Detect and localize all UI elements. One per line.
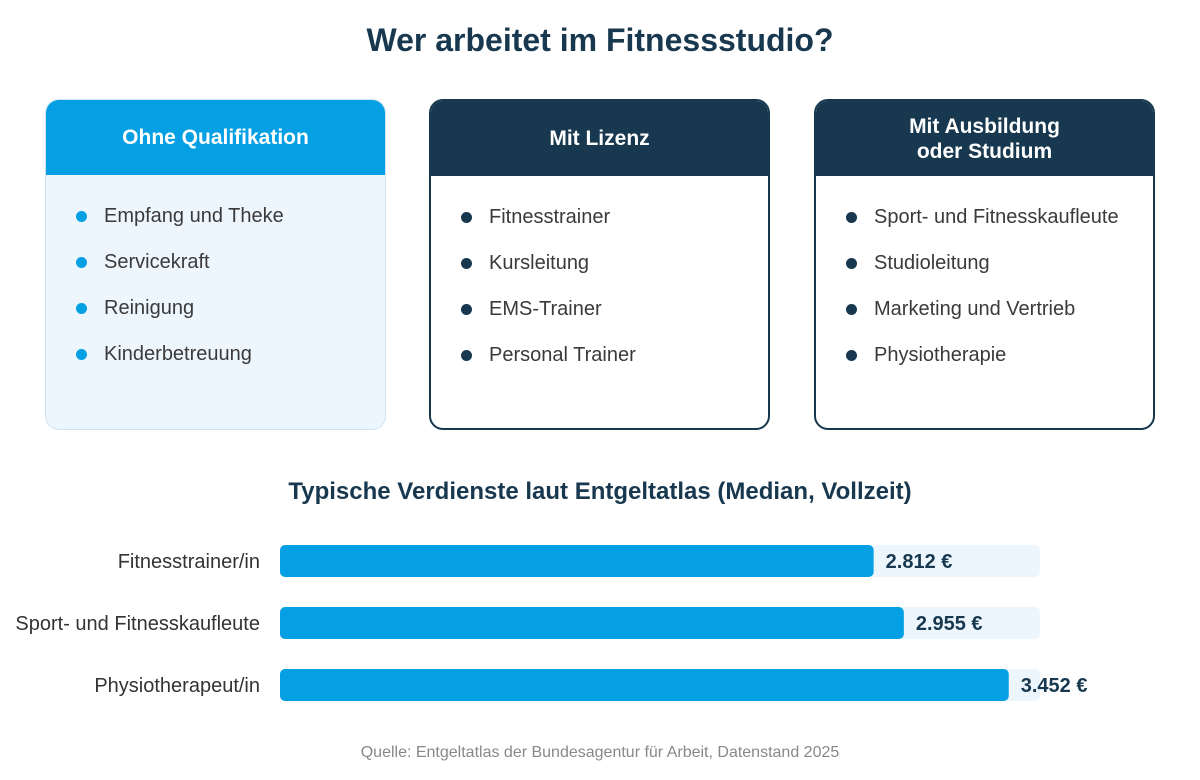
list-item: Servicekraft [76,239,385,285]
list-item-label: Reinigung [104,296,195,319]
card-list: Empfang und Theke Servicekraft Reinigung… [46,175,385,377]
source-note: Quelle: Entgeltatlas der Bundesagentur f… [360,744,840,761]
list-item-label: Physiotherapie [874,343,1007,366]
card-header: Mit Lizenz [431,101,768,176]
bullet-dot-icon [461,211,472,223]
bullet-dot-icon [76,348,87,360]
list-item-label: Fitnesstrainer [489,205,611,228]
list-item: Personal Trainer [461,332,768,378]
bar-2 [280,607,904,639]
list-item: Kursleitung [461,240,768,286]
list-item-label: EMS-Trainer [489,297,602,320]
list-item-label: Sport- und Fitnesskaufleute [874,205,1119,228]
bar-chart: Fitnesstrainer/in 2.812 € Sport- und Fitne… [15,545,1088,701]
list-item: Fitnesstrainer [461,194,768,240]
category-label: Fitnesstrainer/in [118,551,260,573]
bullet-dot-icon [846,211,857,223]
list-item-label: Studioleitung [874,251,990,274]
list-item-label: Empfang und Theke [104,204,284,227]
bullet-dot-icon [461,349,472,361]
bullet-dot-icon [461,303,472,315]
list-item: EMS-Trainer [461,286,768,332]
bullet-dot-icon [461,257,472,269]
card-header: Mit Ausbildung oder Studium [816,101,1153,176]
card-list: Fitnesstrainer Kursleitung EMS-Trainer P… [431,176,768,378]
list-item: Marketing und Vertrieb [846,286,1153,332]
card-header: Ohne Qualifikation [46,100,385,175]
bullet-dot-icon [76,256,87,268]
bullet-dot-icon [76,210,87,222]
chart-title: Typische Verdienste laut Entgeltatlas (M… [288,478,912,505]
card-mit-ausbildung: Mit Ausbildung oder Studium Sport- und F… [814,99,1155,430]
list-item: Reinigung [76,285,385,331]
list-item-label: Kursleitung [489,251,590,274]
bar-3 [280,669,1009,701]
card-list: Sport- und Fitnesskaufleute Studioleitun… [816,176,1153,378]
bullet-dot-icon [846,303,857,315]
bullet-dot-icon [846,257,857,269]
list-item: Sport- und Fitnesskaufleute [846,194,1153,240]
bullet-dot-icon [76,302,87,314]
page-title: Wer arbeitet im Fitnessstudio? [366,22,834,58]
list-item-label: Personal Trainer [489,343,636,366]
bar-1 [280,545,874,577]
list-item: Physiotherapie [846,332,1153,378]
category-label: Physiotherapeut/in [94,675,260,697]
list-item-label: Kinderbetreuung [104,342,252,365]
list-item: Empfang und Theke [76,193,385,239]
bullet-dot-icon [846,349,857,361]
list-item: Studioleitung [846,240,1153,286]
value-label: 2.955 € [916,613,983,635]
value-label: 3.452 € [1021,675,1088,697]
category-label: Sport- und Fitnesskaufleute [15,613,260,635]
list-item: Kinderbetreuung [76,331,385,377]
list-item-label: Servicekraft [104,250,210,273]
card-ohne-qualifikation: Ohne Qualifikation Empfang und Theke Ser… [45,99,386,430]
value-label: 2.812 € [886,551,953,573]
list-item-label: Marketing und Vertrieb [874,297,1076,320]
card-mit-lizenz: Mit Lizenz Fitnesstrainer Kursleitung EM… [429,99,770,430]
